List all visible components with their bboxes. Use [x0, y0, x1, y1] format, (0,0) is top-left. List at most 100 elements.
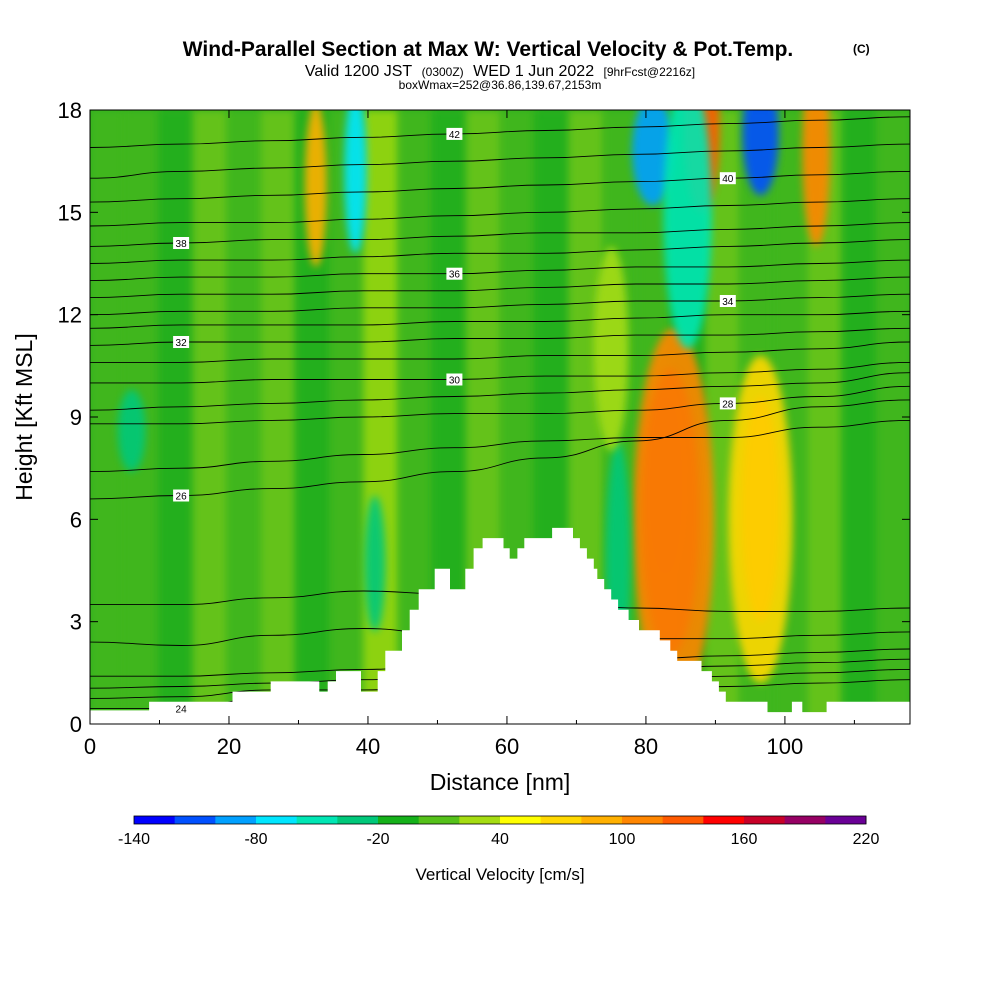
- isentrope-label-box: [173, 702, 190, 715]
- velocity-band: [158, 110, 194, 724]
- isentrope-label-box: [446, 373, 463, 386]
- velocity-band: [192, 110, 228, 724]
- isentrope-line: [90, 276, 910, 299]
- isentrope-label-text: 38: [176, 239, 188, 250]
- isentrope-label-text: 26: [176, 492, 188, 503]
- velocity-cell: [364, 495, 386, 632]
- velocity-cell: [728, 355, 793, 684]
- colorbar-tick-label: 220: [853, 831, 880, 848]
- isentrope-line: [90, 361, 910, 384]
- isentrope-label: 26: [173, 489, 190, 503]
- isentrope-label-box: [446, 267, 463, 280]
- colorbar-swatch: [215, 816, 257, 824]
- velocity-band: [260, 110, 296, 724]
- isentrope-label-box: [173, 336, 190, 348]
- isentrope-label-text: 24: [176, 705, 188, 716]
- colorbar-swatch: [581, 816, 623, 824]
- isentrope-line: [90, 385, 910, 425]
- y-tick-label: 6: [70, 507, 82, 532]
- isentrope-line: [90, 198, 910, 227]
- velocity-cell: [802, 110, 831, 247]
- isentrope-line: [90, 399, 910, 500]
- y-tick-label: 18: [58, 98, 82, 123]
- isentrope-line: [90, 419, 910, 473]
- colorbar-swatch: [418, 816, 460, 824]
- x-tick-label: 80: [634, 734, 658, 759]
- isentrope-line: [90, 170, 910, 203]
- isentrope-label-box: [173, 489, 190, 502]
- velocity-cell: [593, 246, 629, 452]
- terrain: [90, 527, 910, 724]
- colorbar-swatch: [337, 816, 379, 824]
- colorbar-swatch: [662, 816, 704, 824]
- isentrope-label: 36: [446, 267, 463, 281]
- colorbar-swatch: [459, 816, 501, 824]
- plot-area: 24 26 28 30 32 34 36 38 40 42: [90, 110, 910, 724]
- colorbar-swatch: [622, 816, 664, 824]
- y-tick-label: 9: [70, 405, 82, 430]
- colorbar-tick-label: 40: [491, 831, 509, 848]
- isentrope-label-box: [719, 172, 736, 185]
- isentrope-label: 32: [173, 336, 190, 349]
- title-main: Wind-Parallel Section at Max W: Vertical…: [183, 38, 794, 61]
- colorbar-swatch: [174, 816, 216, 824]
- colorbar-tick-label: -20: [366, 831, 389, 848]
- isentrope-label: 34: [719, 295, 736, 308]
- colorbar-label: Vertical Velocity [cm/s]: [415, 865, 584, 884]
- isentrope-label-box: [719, 295, 736, 307]
- valid-fcst: [9hrFcst@2216z]: [604, 65, 696, 79]
- velocity-cell: [117, 389, 146, 472]
- colorbar-swatch: [540, 816, 582, 824]
- y-tick-label: 0: [70, 712, 82, 737]
- x-axis: 0 20 40 60 80 100: [84, 110, 855, 759]
- colorbar-swatch: [784, 816, 826, 824]
- isentrope-label: 24: [173, 702, 190, 716]
- valid-date: WED 1 Jun 2022: [473, 63, 594, 80]
- velocity-cell: [304, 110, 327, 267]
- isentrope-label-text: 30: [449, 376, 461, 387]
- isentrope-label-text: 40: [722, 174, 734, 185]
- isentrope-line: [90, 327, 910, 346]
- colorbar-swatch: [296, 816, 338, 824]
- velocity-cell: [663, 110, 712, 349]
- velocity-cell: [742, 110, 779, 196]
- velocity-cell: [633, 328, 715, 711]
- colorbar-tick-label: 100: [609, 831, 636, 848]
- isentrope-label-text: 32: [176, 338, 188, 349]
- x-tick-label: 0: [84, 734, 96, 759]
- isentrope-label-box: [446, 127, 463, 140]
- isentrope-label-text: 42: [449, 130, 461, 141]
- x-axis-label: Distance [nm]: [430, 769, 571, 795]
- isentrope-line: [90, 341, 910, 363]
- colorbar-swatch: [703, 816, 745, 824]
- y-axis-label: Height [Kft MSL]: [11, 333, 37, 500]
- colorbar-swatch: [378, 816, 420, 824]
- colorbar-swatch: [744, 816, 786, 824]
- isentrope-labels: 24 26 28 30 32 34 36 38 40 42: [173, 127, 736, 716]
- colorbar-frame: [133, 815, 867, 825]
- velocity-features: [117, 110, 831, 711]
- x-tick-label: 40: [356, 734, 380, 759]
- isentrope-label: 42: [446, 127, 463, 141]
- velocity-band: [226, 110, 262, 724]
- title-boxwmax: boxWmax=252@36.86,139.67,2153m: [399, 78, 602, 92]
- colorbar: -140 -80 -20 40 100 160 220: [118, 815, 880, 848]
- colorbar-swatch: [134, 816, 176, 824]
- colorbar-tick-label: -140: [118, 831, 150, 848]
- isentrope-label: 30: [446, 373, 463, 387]
- x-tick-label: 60: [495, 734, 519, 759]
- isentrope-line: [90, 222, 910, 247]
- y-tick-label: 3: [70, 610, 82, 635]
- y-tick-label: 15: [58, 200, 82, 225]
- isentrope-line: [90, 239, 910, 264]
- colorbar-swatch: [825, 816, 867, 824]
- colorbar-tick-label: -80: [244, 831, 267, 848]
- isentrope-label-box: [173, 237, 190, 249]
- velocity-band: [841, 110, 877, 724]
- colorbar-swatch: [500, 816, 542, 824]
- isentrope-label: 28: [719, 397, 736, 410]
- title-valid-line: Valid 1200 JST (0300Z) WED 1 Jun 2022 [9…: [305, 63, 695, 80]
- isentrope-line: [90, 293, 910, 316]
